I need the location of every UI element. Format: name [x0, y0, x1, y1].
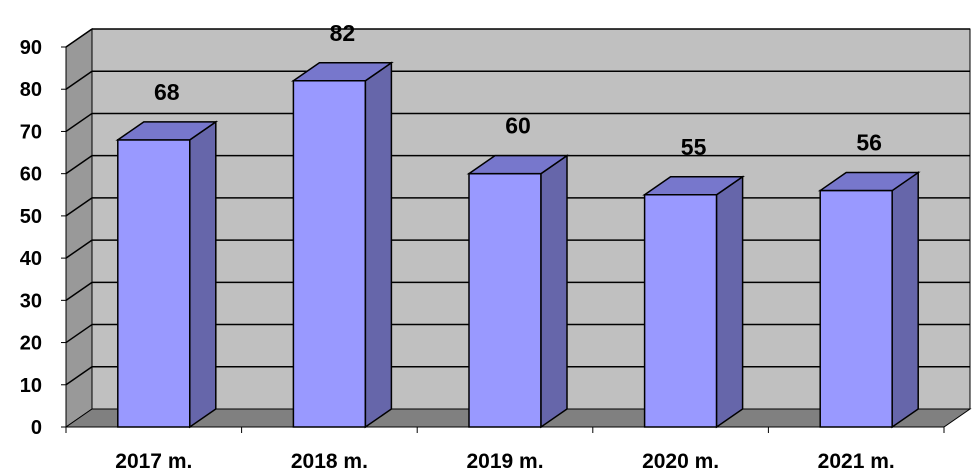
bar-side — [891, 171, 919, 429]
bar-top — [115, 121, 219, 141]
y-tick-label: 90 — [20, 37, 42, 59]
bar-top — [817, 171, 921, 192]
y-tick-label: 70 — [20, 121, 42, 143]
category-label: 2020 m. — [642, 450, 719, 472]
bar-top — [642, 176, 746, 196]
category-label: 2018 m. — [291, 450, 368, 472]
gridline-side — [65, 70, 93, 90]
y-tick-label: 40 — [20, 248, 42, 270]
category-label: 2017 m. — [115, 450, 192, 472]
gridline-side — [65, 155, 93, 175]
bars — [115, 61, 921, 429]
side-wall — [65, 28, 93, 428]
bar — [817, 171, 921, 429]
data-label: 55 — [681, 134, 707, 160]
bar-front — [819, 189, 893, 428]
bar-top — [290, 62, 394, 82]
data-label: 82 — [330, 20, 356, 46]
gridline-side — [65, 323, 93, 344]
y-tick-label: 20 — [20, 333, 42, 355]
data-labels: 68 82 60 55 56 — [154, 20, 882, 160]
bar-front — [643, 194, 718, 428]
bar-side — [715, 175, 744, 429]
gridline-side — [65, 112, 93, 133]
y-tick-label: 0 — [31, 417, 42, 439]
bar — [115, 120, 219, 429]
category-label: 2019 m. — [466, 450, 543, 472]
bar-side — [189, 120, 217, 429]
data-label: 56 — [856, 130, 882, 156]
bar-top — [466, 154, 570, 175]
category-labels: 2017 m. 2018 m. 2019 m. 2020 m. 2021 m. — [115, 450, 894, 472]
y-tick-label: 50 — [20, 206, 42, 228]
y-tick-label: 60 — [20, 164, 42, 186]
gridline-side — [65, 366, 93, 386]
bar-front — [117, 139, 191, 428]
bar — [290, 61, 394, 429]
gridline-side — [65, 28, 93, 48]
y-tick-label: 10 — [20, 375, 42, 397]
bar — [466, 154, 570, 429]
y-tick-labels: 0 10 20 30 40 50 60 70 80 90 — [20, 37, 42, 439]
bar-side — [540, 154, 568, 429]
bar — [642, 175, 746, 429]
gridline-side — [65, 239, 93, 259]
category-label: 2021 m. — [818, 450, 895, 472]
gridline-side — [65, 197, 93, 217]
y-tick-label: 30 — [20, 290, 42, 312]
data-label: 68 — [154, 79, 180, 105]
gridline-side — [65, 281, 93, 301]
bar-side — [364, 61, 393, 429]
y-tick-label: 80 — [20, 79, 42, 101]
bar-front — [292, 80, 367, 428]
data-label: 60 — [505, 113, 531, 139]
bar-front — [468, 172, 542, 428]
